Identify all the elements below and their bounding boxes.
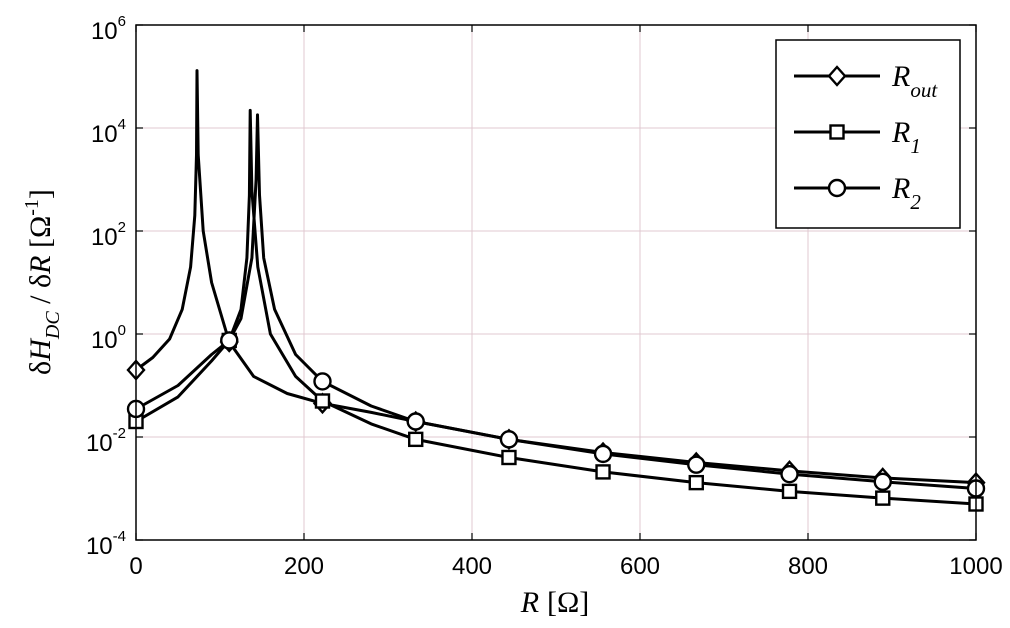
legend-square-marker bbox=[829, 124, 845, 140]
square-marker bbox=[408, 431, 424, 448]
legend-label: Rout bbox=[891, 60, 938, 102]
y-tick-label: 100 bbox=[91, 322, 126, 354]
legend-box bbox=[775, 39, 961, 229]
series-layer bbox=[126, 69, 986, 512]
square-marker bbox=[688, 474, 704, 491]
circle-marker bbox=[406, 412, 425, 431]
y-tick-label: 104 bbox=[91, 116, 126, 148]
legend-entry: R2 bbox=[794, 172, 921, 214]
legend-diamond-marker bbox=[827, 65, 847, 87]
y-tick-label: 106 bbox=[91, 13, 126, 45]
legend-label: R1 bbox=[891, 116, 921, 158]
y-tick-label: 102 bbox=[91, 219, 126, 251]
x-tick-label: 800 bbox=[788, 553, 828, 580]
circle-marker bbox=[220, 331, 239, 350]
circle-marker bbox=[873, 472, 892, 491]
square-marker bbox=[781, 483, 798, 500]
circle-marker bbox=[780, 464, 799, 484]
y-axis-label: δHDC / δR [Ω-1] bbox=[21, 189, 64, 375]
x-tick-label: 0 bbox=[129, 553, 142, 580]
x-tick-label: 200 bbox=[284, 553, 324, 580]
legend-entry: R1 bbox=[794, 116, 921, 158]
circle-marker bbox=[499, 430, 519, 449]
circle-marker bbox=[687, 455, 706, 474]
y-tick-label: 10-2 bbox=[86, 425, 126, 457]
plot-frame bbox=[135, 24, 977, 541]
y-tick-label: 10-4 bbox=[86, 528, 126, 560]
square-marker bbox=[595, 464, 611, 480]
x-tick-label: 400 bbox=[452, 553, 492, 580]
legend-label: R2 bbox=[891, 172, 921, 214]
square-marker bbox=[314, 393, 331, 409]
series-circle bbox=[126, 113, 986, 498]
axis-ticks: 0 200 400 600 800 1000 10-4 10-2 100 102 104 106 bbox=[86, 13, 1003, 580]
legend: Rout R1 R2 bbox=[775, 39, 961, 229]
x-axis-label: R [Ω] bbox=[520, 586, 590, 619]
square-marker bbox=[501, 449, 517, 466]
square-marker bbox=[875, 490, 891, 506]
circle-marker bbox=[593, 444, 613, 464]
x-tick-label: 1000 bbox=[949, 553, 1002, 580]
legend-entry: Rout bbox=[794, 60, 938, 102]
legend-circle-marker bbox=[827, 178, 847, 198]
circle-marker bbox=[313, 372, 332, 391]
x-label-var: R bbox=[520, 586, 539, 619]
x-tick-label: 600 bbox=[620, 553, 660, 580]
